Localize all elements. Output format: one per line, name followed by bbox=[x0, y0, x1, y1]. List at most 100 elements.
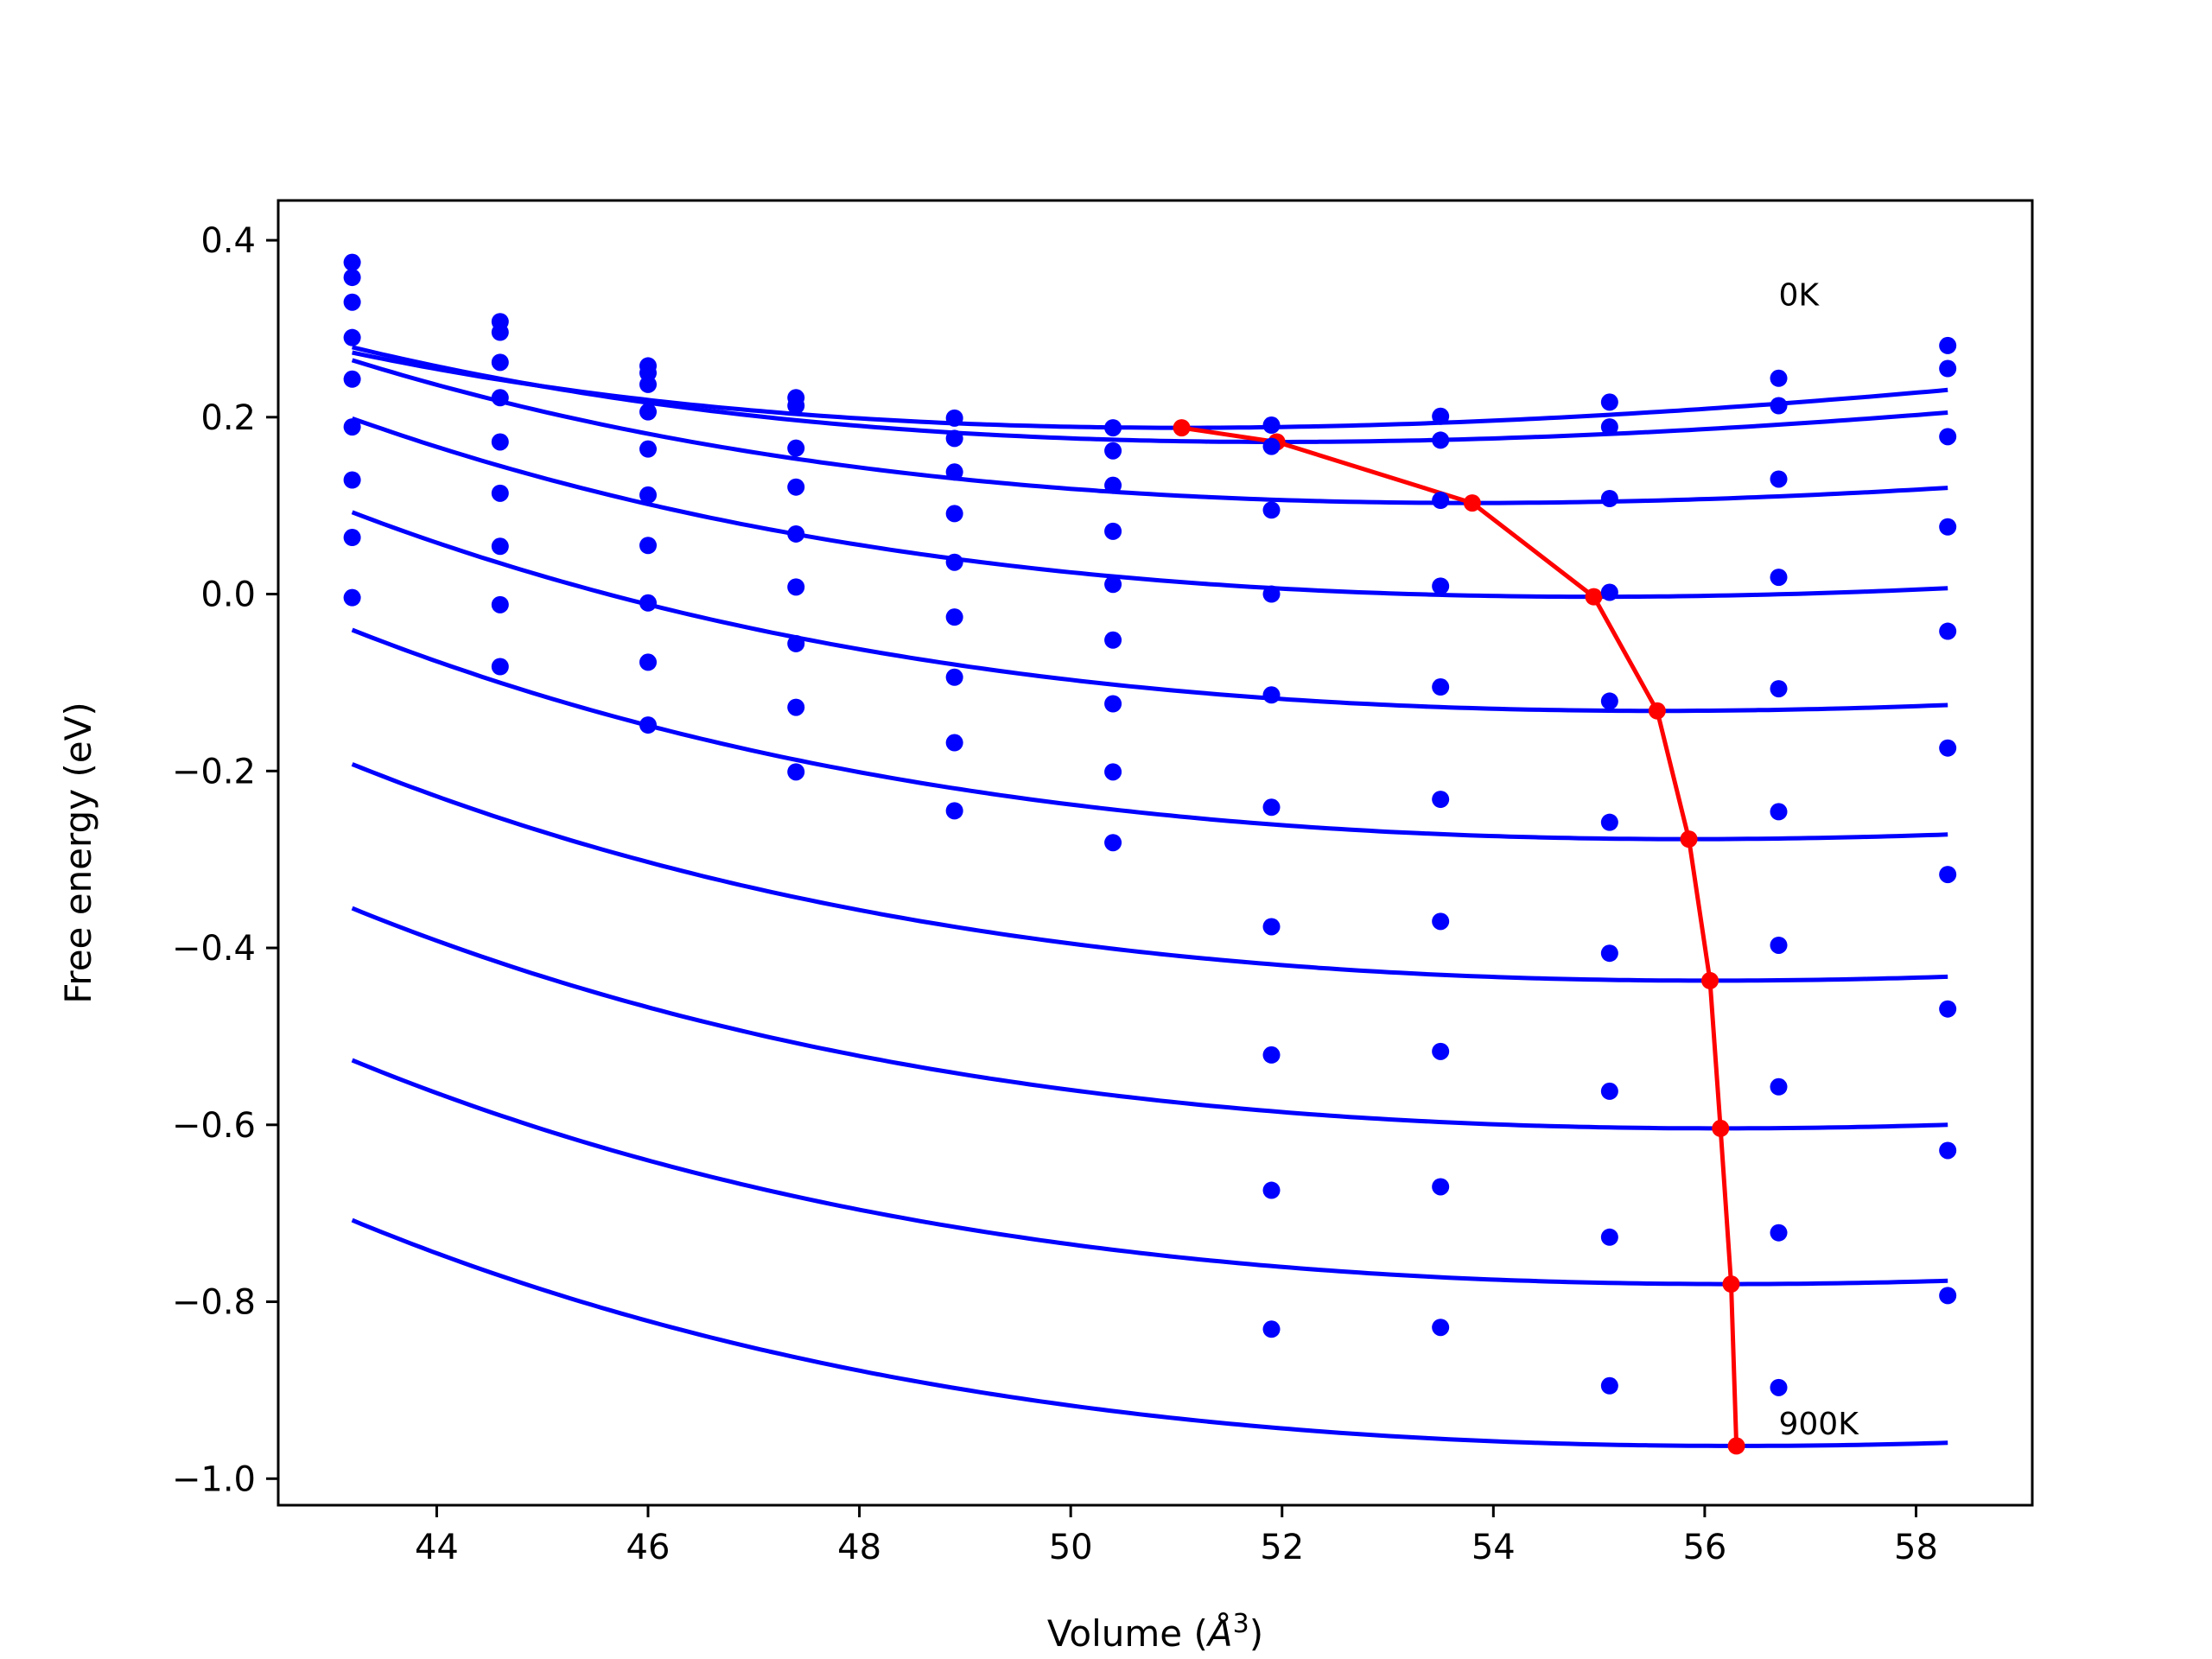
data-point-s3-6 bbox=[1262, 585, 1281, 603]
data-points bbox=[343, 253, 1957, 1396]
minimum-point-6 bbox=[1701, 971, 1719, 989]
data-point-s7-10 bbox=[1939, 1000, 1957, 1018]
data-point-s0-10 bbox=[1939, 336, 1957, 354]
annotations: 0K 900K bbox=[1779, 278, 1860, 1442]
data-point-s1-1 bbox=[491, 323, 509, 341]
data-point-s5-5 bbox=[1104, 631, 1122, 649]
data-point-s3-4 bbox=[945, 505, 963, 523]
fit-curve-4 bbox=[351, 510, 1948, 714]
data-point-s5-1 bbox=[491, 484, 509, 502]
data-point-s6-7 bbox=[1432, 912, 1450, 931]
x-tick-label-4: 52 bbox=[1260, 1528, 1304, 1567]
data-point-s0-9 bbox=[1770, 369, 1788, 387]
data-point-s0-4 bbox=[945, 409, 963, 427]
data-point-s6-3 bbox=[787, 634, 805, 652]
data-point-s7-9 bbox=[1770, 1077, 1788, 1096]
data-point-s2-1 bbox=[491, 353, 509, 372]
data-point-s2-6 bbox=[1262, 501, 1281, 519]
data-point-s7-7 bbox=[1432, 1042, 1450, 1060]
data-point-s4-7 bbox=[1432, 678, 1450, 696]
data-point-s7-5 bbox=[1104, 763, 1122, 781]
x-tick-label-1: 46 bbox=[626, 1528, 671, 1567]
x-tick-label-5: 54 bbox=[1471, 1528, 1516, 1567]
fit-curve-3 bbox=[351, 416, 1948, 600]
data-point-s1-4 bbox=[945, 429, 963, 448]
data-point-s8-8 bbox=[1600, 1228, 1618, 1246]
data-point-s7-2 bbox=[639, 594, 658, 612]
data-point-s8-0 bbox=[343, 588, 361, 607]
y-tick-label-6: −0.8 bbox=[172, 1283, 256, 1323]
data-point-s6-6 bbox=[1262, 918, 1281, 936]
data-point-s2-7 bbox=[1432, 492, 1450, 510]
data-point-s8-6 bbox=[1262, 1181, 1281, 1199]
data-point-s2-10 bbox=[1939, 428, 1957, 446]
y-axis-label: Free energy (eV) bbox=[57, 702, 99, 1004]
data-point-s4-6 bbox=[1262, 686, 1281, 704]
data-point-s2-4 bbox=[945, 463, 963, 481]
data-point-s4-10 bbox=[1939, 622, 1957, 640]
data-point-s4-9 bbox=[1770, 680, 1788, 698]
data-point-s1-7 bbox=[1432, 431, 1450, 449]
data-point-s0-6 bbox=[1262, 416, 1281, 435]
data-point-s3-10 bbox=[1939, 518, 1957, 536]
minimum-point-2 bbox=[1463, 494, 1481, 512]
data-point-s5-6 bbox=[1262, 798, 1281, 817]
data-point-s3-8 bbox=[1600, 583, 1618, 601]
data-point-s6-1 bbox=[491, 537, 509, 556]
data-point-s4-4 bbox=[945, 553, 963, 571]
data-point-s2-2 bbox=[639, 375, 658, 393]
data-point-s9-9 bbox=[1770, 1378, 1788, 1396]
x-tick-label-0: 44 bbox=[415, 1528, 459, 1567]
x-axis-label: Volume (Å3) bbox=[1047, 1609, 1263, 1655]
data-point-s9-10 bbox=[1939, 1287, 1957, 1305]
x-tick-label-3: 50 bbox=[1049, 1528, 1093, 1567]
data-point-s6-0 bbox=[343, 471, 361, 489]
data-point-s3-9 bbox=[1770, 569, 1788, 587]
data-point-s3-0 bbox=[343, 328, 361, 346]
data-point-s8-4 bbox=[945, 802, 963, 820]
y-tick-label-3: −0.2 bbox=[172, 752, 256, 791]
data-point-s1-10 bbox=[1939, 359, 1957, 378]
data-point-s6-4 bbox=[945, 668, 963, 686]
y-tick-label-4: −0.4 bbox=[172, 929, 256, 969]
annotation-900k: 900K bbox=[1779, 1407, 1860, 1442]
data-point-s7-1 bbox=[491, 595, 509, 613]
data-point-s3-2 bbox=[639, 403, 658, 421]
data-point-s1-6 bbox=[1262, 437, 1281, 455]
minimum-point-3 bbox=[1585, 588, 1603, 606]
data-point-s9-6 bbox=[1262, 1320, 1281, 1338]
data-point-s7-8 bbox=[1600, 1082, 1618, 1100]
minimum-point-5 bbox=[1680, 830, 1698, 849]
data-point-s6-2 bbox=[639, 537, 658, 555]
data-point-s2-9 bbox=[1770, 470, 1788, 488]
data-point-s2-5 bbox=[1104, 476, 1122, 494]
data-point-s1-9 bbox=[1770, 397, 1788, 415]
y-tick-label-1: 0.2 bbox=[200, 398, 256, 438]
data-point-s8-10 bbox=[1939, 1141, 1957, 1160]
data-point-s9-7 bbox=[1432, 1319, 1450, 1337]
data-point-s3-5 bbox=[1104, 522, 1122, 540]
axis-ticks: 44 46 48 50 52 54 56 58 0.4 0.2 0.0 −0.2 −0.4 −0.6 −0.… bbox=[172, 221, 1938, 1567]
minimum-point-7 bbox=[1712, 1119, 1730, 1137]
data-point-s5-2 bbox=[639, 486, 658, 504]
data-point-s0-8 bbox=[1600, 393, 1618, 411]
data-point-s7-0 bbox=[343, 529, 361, 547]
fit-curve-9 bbox=[351, 1217, 1948, 1448]
data-point-s5-8 bbox=[1600, 813, 1618, 831]
data-point-s8-2 bbox=[639, 653, 658, 671]
minimum-point-0 bbox=[1173, 419, 1191, 437]
data-point-s9-2 bbox=[639, 716, 658, 734]
data-point-s3-1 bbox=[491, 389, 509, 407]
y-tick-label-2: 0.0 bbox=[200, 575, 256, 615]
data-point-s6-9 bbox=[1770, 936, 1788, 954]
data-point-s9-8 bbox=[1600, 1376, 1618, 1395]
data-point-s5-4 bbox=[945, 608, 963, 626]
data-point-s8-5 bbox=[1104, 834, 1122, 852]
data-point-s4-5 bbox=[1104, 575, 1122, 594]
data-point-s5-9 bbox=[1770, 803, 1788, 821]
data-point-s4-1 bbox=[491, 433, 509, 451]
data-point-s5-10 bbox=[1939, 739, 1957, 757]
x-tick-label-6: 56 bbox=[1682, 1528, 1726, 1567]
data-point-s3-7 bbox=[1432, 577, 1450, 595]
